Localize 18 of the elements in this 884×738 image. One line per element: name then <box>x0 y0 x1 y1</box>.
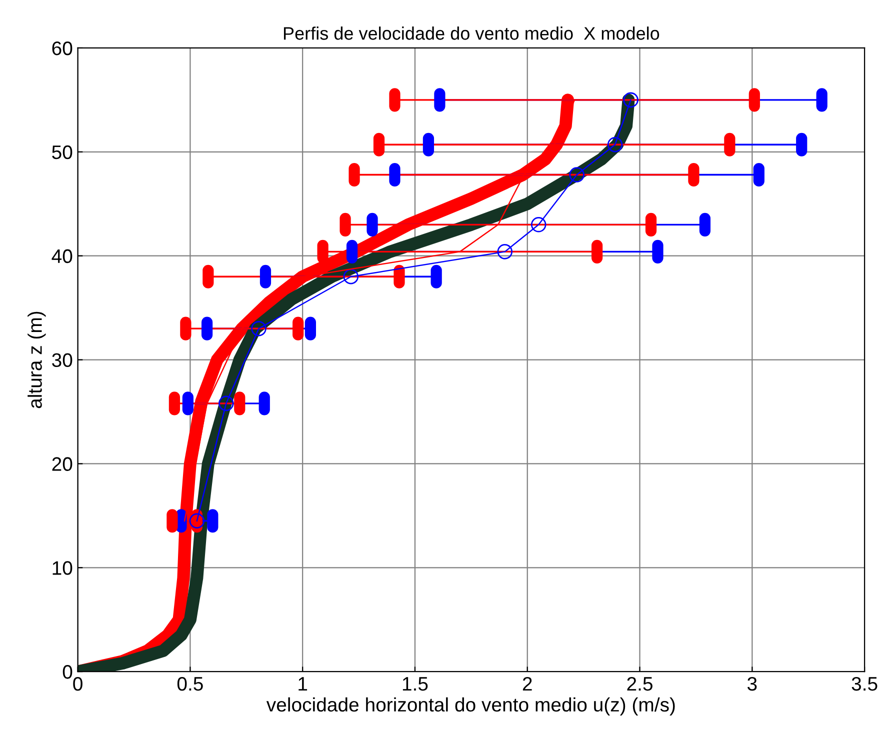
chart-title: Perfis de velocidade do vento medio X modelo <box>284 26 660 40</box>
x-axis-title: velocidade horizontal do vento medio u(z) (m/s) <box>266 697 675 716</box>
y-tick-label: 40 <box>52 249 72 264</box>
y-axis-title: altura z (m) <box>28 312 46 408</box>
y-tick-label: 10 <box>52 561 72 575</box>
x-tick-label: 2 <box>522 676 532 691</box>
y-tick-label: 50 <box>52 145 72 160</box>
x-tick-label: 2.5 <box>627 676 652 691</box>
x-tick-label: 0 <box>73 676 82 691</box>
x-tick-label: 3 <box>747 676 757 691</box>
x-tick-label: 3.5 <box>852 676 878 691</box>
x-tick-label: 1.5 <box>402 677 428 691</box>
y-tick-label: 0 <box>62 665 72 679</box>
y-tick-label: 60 <box>52 41 72 56</box>
y-tick-label: 20 <box>52 457 72 471</box>
y-tick-label: 30 <box>52 353 72 368</box>
x-tick-label: 1 <box>298 677 308 691</box>
x-tick-label: 0.5 <box>177 676 203 691</box>
